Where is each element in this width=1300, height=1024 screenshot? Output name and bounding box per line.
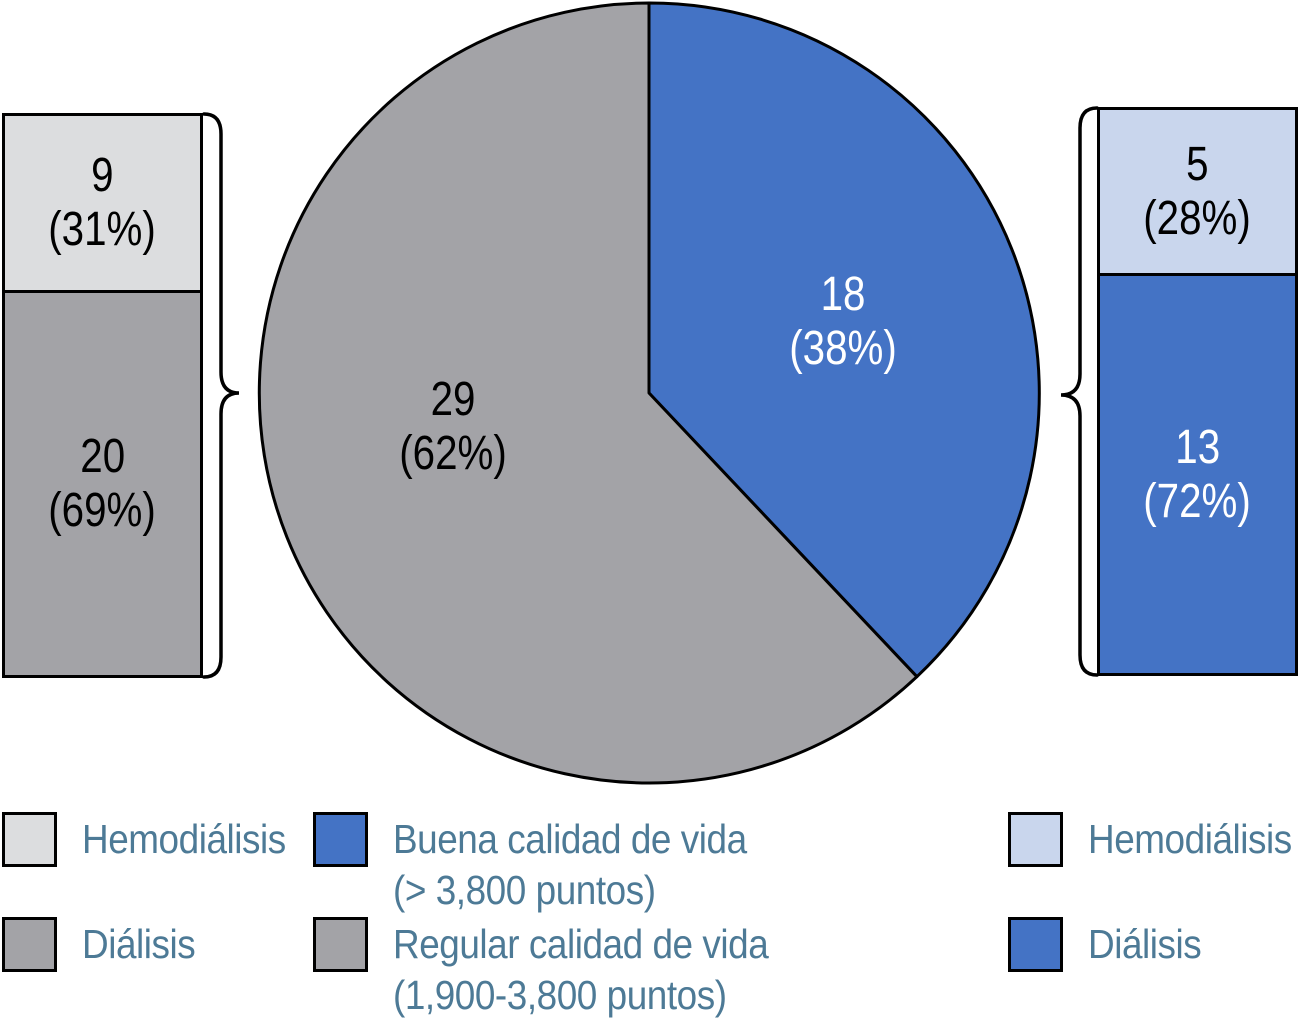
legend-swatch-light-gray — [2, 812, 57, 867]
pie-slice-buena-calidad — [647, 1, 1041, 679]
slice-value: 18 — [820, 268, 866, 321]
right-stacked-bar: 5 (28%) 13 (72%) — [1097, 107, 1298, 676]
legend-label-line2: (1,900-3,800 puntos) — [393, 972, 727, 1018]
left-bar-segment-hemodialisis: 9 (31%) — [5, 116, 200, 293]
legend-item-buena-calidad: Buena calidad de vida (> 3,800 puntos) — [313, 812, 786, 916]
legend-swatch-blue — [313, 812, 368, 867]
legend-item-hemodialisis-right: Hemodiálisis — [1008, 812, 1300, 867]
legend-label: Hemodiálisis — [1088, 816, 1292, 862]
segment-pct: (31%) — [48, 203, 157, 256]
legend-item-regular-calidad: Regular calidad de vida (1,900-3,800 pun… — [313, 917, 810, 1021]
legend-label: Diálisis — [1088, 921, 1202, 967]
legend-swatch-gray — [2, 917, 57, 972]
left-bar-segment-dialisis: 20 (69%) — [5, 293, 200, 675]
legend-label: Diálisis — [82, 921, 196, 967]
legend-item-dialisis-right: Diálisis — [1008, 917, 1214, 972]
legend-item-hemodialisis-left: Hemodiálisis — [2, 812, 308, 867]
right-brace — [1060, 106, 1099, 677]
legend-label-line1: Regular calidad de vida — [393, 921, 769, 967]
segment-pct: (69%) — [48, 484, 157, 537]
legend-swatch-light-blue — [1008, 812, 1063, 867]
slice-pct: (62%) — [399, 427, 507, 480]
right-bar-segment-hemodialisis: 5 (28%) — [1100, 110, 1295, 276]
segment-pct: (72%) — [1143, 474, 1252, 528]
pie-label-buena-calidad: 18 (38%) — [789, 268, 897, 376]
segment-pct: (28%) — [1143, 191, 1252, 245]
left-brace — [202, 112, 240, 679]
pie-label-regular-calidad: 29 (62%) — [399, 373, 507, 481]
segment-value: 20 — [80, 430, 125, 483]
legend-label-line2: (> 3,800 puntos) — [393, 867, 656, 913]
segment-value: 13 — [1175, 420, 1220, 474]
slice-value: 29 — [430, 373, 476, 426]
segment-value: 9 — [91, 149, 114, 202]
segment-value: 5 — [1186, 137, 1209, 191]
legend-label-line1: Buena calidad de vida — [393, 816, 747, 862]
legend-item-dialisis-left: Diálisis — [2, 917, 208, 972]
legend-label: Hemodiálisis — [82, 816, 286, 862]
slice-pct: (38%) — [789, 322, 897, 375]
legend-swatch-blue — [1008, 917, 1063, 972]
left-stacked-bar: 9 (31%) 20 (69%) — [2, 113, 203, 678]
pie-slice-regular-calidad — [257, 1, 919, 785]
right-bar-segment-dialisis: 13 (72%) — [1100, 276, 1295, 673]
legend-swatch-gray — [313, 917, 368, 972]
